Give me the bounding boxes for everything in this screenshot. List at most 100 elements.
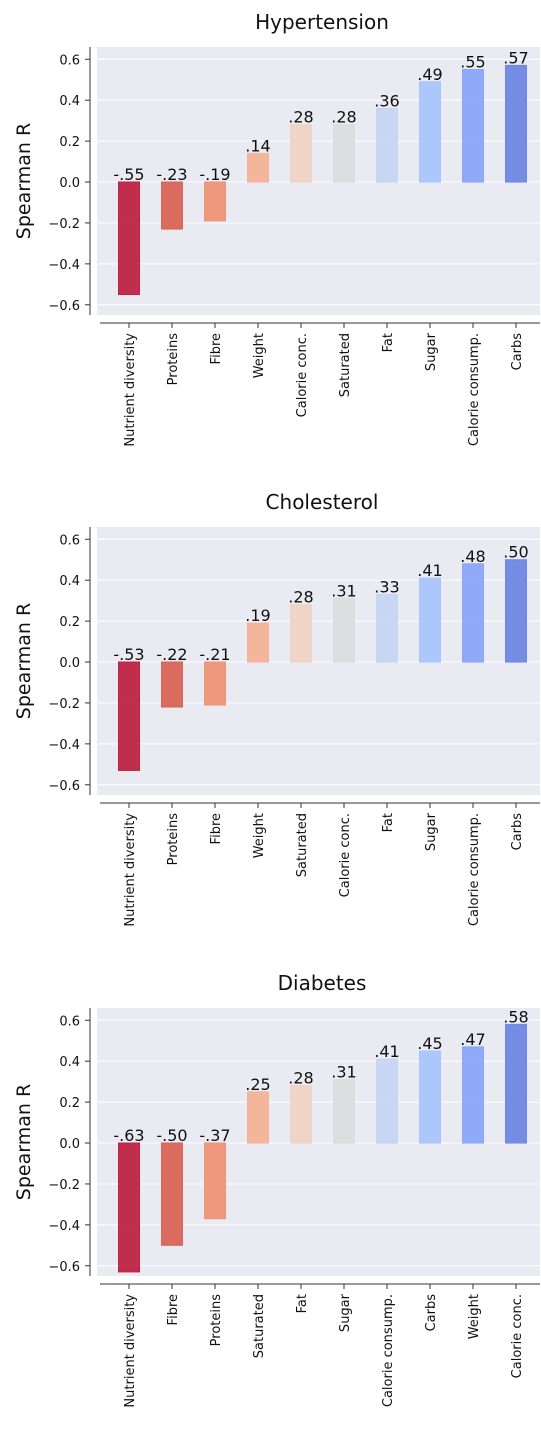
y-tick-label: −0.4 <box>48 1219 80 1234</box>
y-tick-label: −0.2 <box>48 1178 80 1193</box>
value-label: -.50 <box>156 1126 187 1145</box>
x-tick-label: Calorie conc. <box>295 333 310 417</box>
x-tick-label: Saturated <box>295 813 310 877</box>
x-tick-label: Weight <box>252 333 267 378</box>
bar <box>462 69 484 183</box>
chart-title: Hypertension <box>255 10 389 34</box>
y-tick-label: 0.6 <box>59 533 80 548</box>
x-tick-label: Saturated <box>252 1294 267 1358</box>
y-tick-label: −0.6 <box>48 779 80 794</box>
value-label: -.53 <box>113 645 144 664</box>
x-tick-label: Weight <box>252 813 267 858</box>
x-tick-label: Fat <box>381 813 396 832</box>
y-tick-label: 0.2 <box>59 135 80 150</box>
bar <box>419 577 441 663</box>
y-tick-label: −0.4 <box>48 258 80 273</box>
y-tick-label: 0.4 <box>59 94 80 109</box>
y-tick-label: 0.0 <box>59 176 80 191</box>
y-tick-label: −0.6 <box>48 299 80 314</box>
x-tick-label: Fibre <box>166 1294 181 1325</box>
y-tick-label: 0.0 <box>59 656 80 671</box>
value-label: .19 <box>245 606 270 625</box>
value-label: .58 <box>503 1007 528 1026</box>
x-tick-label: Calorie conc. <box>338 813 353 897</box>
x-tick-label: Carbs <box>424 1294 439 1332</box>
x-tick-label: Nutrient diversity <box>123 813 138 927</box>
y-tick-label: −0.2 <box>48 697 80 712</box>
x-tick-label: Calorie consump. <box>467 333 482 446</box>
value-label: -.21 <box>199 645 230 664</box>
y-tick-label: 0.6 <box>59 53 80 68</box>
bar <box>462 563 484 663</box>
bar <box>376 107 398 183</box>
bar <box>118 181 140 296</box>
x-tick-label: Carbs <box>510 333 525 371</box>
value-label: .41 <box>417 561 442 580</box>
y-tick-label: 0.2 <box>59 1096 80 1111</box>
bar <box>161 1142 183 1246</box>
bar <box>462 1046 484 1144</box>
bar <box>118 1142 140 1273</box>
bar <box>290 1085 312 1144</box>
bar <box>419 81 441 183</box>
x-tick-label: Nutrient diversity <box>123 1294 138 1408</box>
x-tick-label: Sugar <box>424 812 439 851</box>
bar <box>247 622 269 663</box>
value-label: .55 <box>460 53 485 72</box>
value-label: .48 <box>460 547 485 566</box>
y-tick-label: 0.0 <box>59 1137 80 1152</box>
x-tick-label: Calorie consump. <box>467 813 482 926</box>
bar <box>333 598 355 663</box>
bar <box>204 181 226 222</box>
value-label: .47 <box>460 1030 485 1049</box>
value-label: .31 <box>331 582 356 601</box>
x-tick-label: Proteins <box>166 333 181 386</box>
bar <box>290 124 312 183</box>
bar <box>376 1058 398 1144</box>
value-label: -.55 <box>113 165 144 184</box>
y-tick-label: 0.6 <box>59 1014 80 1029</box>
value-label: .50 <box>503 543 528 562</box>
value-label: .14 <box>245 136 270 155</box>
value-label: .31 <box>331 1063 356 1082</box>
x-tick-label: Calorie conc. <box>510 1294 525 1378</box>
y-axis-label: Spearman R <box>13 1084 35 1200</box>
x-tick-label: Weight <box>467 1294 482 1339</box>
bar <box>333 124 355 183</box>
x-tick-label: Saturated <box>338 333 353 397</box>
value-label: .28 <box>288 588 313 607</box>
y-tick-label: −0.4 <box>48 738 80 753</box>
x-tick-label: Proteins <box>166 813 181 866</box>
value-label: .36 <box>374 91 399 110</box>
y-tick-label: 0.4 <box>59 1055 80 1070</box>
bar <box>505 64 527 183</box>
value-label: -.19 <box>199 165 230 184</box>
value-label: -.23 <box>156 165 187 184</box>
y-tick-label: 0.4 <box>59 574 80 589</box>
value-label: -.37 <box>199 1126 230 1145</box>
chart-title: Diabetes <box>278 971 367 995</box>
y-tick-label: −0.6 <box>48 1260 80 1275</box>
x-tick-label: Carbs <box>510 813 525 851</box>
value-label: -.22 <box>156 645 187 664</box>
bar <box>161 661 183 708</box>
value-label: .45 <box>417 1034 442 1053</box>
value-label: -.63 <box>113 1126 144 1145</box>
bar <box>505 1023 527 1144</box>
bar <box>247 152 269 183</box>
value-label: .25 <box>245 1075 270 1094</box>
x-tick-label: Fat <box>381 333 396 352</box>
bar <box>118 661 140 771</box>
value-label: .28 <box>288 1069 313 1088</box>
bar <box>419 1050 441 1144</box>
x-tick-label: Proteins <box>209 1294 224 1347</box>
bar <box>505 559 527 663</box>
value-label: .28 <box>331 108 356 127</box>
bar <box>204 661 226 706</box>
bar <box>290 604 312 663</box>
x-tick-label: Sugar <box>338 1293 353 1332</box>
bar <box>333 1079 355 1144</box>
x-tick-label: Nutrient diversity <box>123 333 138 447</box>
bar <box>204 1142 226 1220</box>
